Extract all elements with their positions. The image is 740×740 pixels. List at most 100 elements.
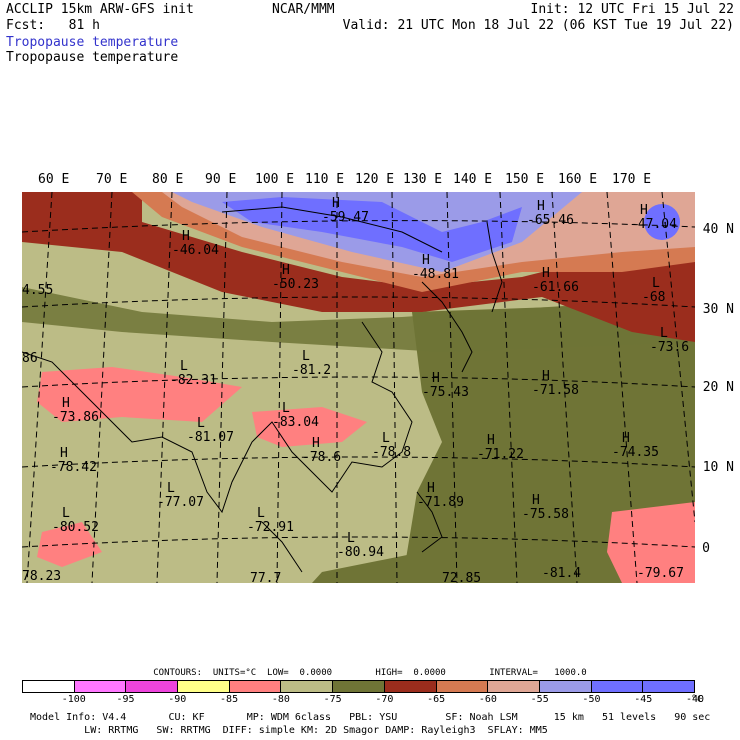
extremum-marker: L (347, 531, 355, 546)
map-label: L -81.2 (292, 350, 331, 378)
extremum-value: -59.47 (322, 210, 369, 225)
lat-label: 20 N (702, 380, 734, 395)
colorbar-swatch (539, 681, 592, 692)
lon-label: 120 E (355, 172, 395, 187)
field-name-contour: Tropopause temperature (6, 50, 179, 65)
extremum-value: -71.58 (532, 383, 579, 398)
colorbar-tick: -65 (427, 694, 446, 705)
colorbar-swatch (643, 681, 694, 692)
extremum-marker: L (180, 359, 188, 374)
extremum-value: -74.35 (612, 445, 659, 460)
extremum-value: -73.6 (650, 340, 690, 355)
colorbar-swatch (178, 681, 230, 692)
map-label: L -72.91 (247, 507, 294, 535)
extremum-value: 86 (22, 351, 38, 366)
map-label: L -83.04 (272, 402, 319, 430)
map-label: 86 (22, 352, 38, 366)
extremum-value: 4.55 (22, 283, 54, 298)
extremum-marker: L (382, 431, 390, 446)
init-time: Init: 12 UTC Fri 15 Jul 22 (530, 2, 735, 17)
colorbar-swatch (384, 681, 437, 692)
extremum-marker: H (542, 369, 550, 384)
extremum-marker: H (312, 436, 320, 451)
map-label: L -73.6 (650, 327, 689, 355)
extremum-value: -68 (642, 290, 666, 305)
lon-label: 80 E (152, 172, 184, 187)
colorbar-tick: -85 (220, 694, 239, 705)
extremum-marker: H (60, 446, 68, 461)
lon-label: 90 E (205, 172, 237, 187)
extremum-marker: H (532, 493, 540, 508)
map-label: L -78.8 (372, 432, 411, 460)
map-label: H -50.23 (272, 264, 319, 292)
valid-time: Valid: 21 UTC Mon 18 Jul 22 (06 KST Tue … (342, 18, 734, 33)
pink-patch-india (37, 367, 242, 422)
extremum-value: -46.04 (172, 243, 219, 258)
colorbar-tick: -45 (634, 694, 653, 705)
map-panel: H -59.47 H -65.46 H -47.04 H -46.04 H -50.23 H -48.… (22, 192, 695, 583)
forecast-hour: Fcst: 81 h (6, 18, 100, 33)
extremum-value: 72.85 (442, 571, 482, 584)
model-title: ACCLIP 15km ARW-GFS init (6, 2, 194, 17)
colorbar-tick: -60 (478, 694, 497, 705)
colorbar-swatch (126, 681, 179, 692)
extremum-marker: L (167, 481, 175, 496)
extremum-marker: L (302, 349, 310, 364)
colorbar-swatch (488, 681, 540, 692)
map-label: L -77.07 (157, 482, 204, 510)
extremum-value: -83.04 (272, 415, 319, 430)
colorbar-swatch (333, 681, 385, 692)
extremum-marker: H (622, 431, 630, 446)
map-label: -79.67 (637, 567, 684, 581)
map-label: H -73.86 (52, 397, 99, 425)
extremum-marker: H (432, 371, 440, 386)
colorbar-tick: -70 (375, 694, 394, 705)
map-label: H -48.81 (412, 254, 459, 282)
lat-label: 30 N (702, 302, 734, 317)
colorbar-swatch (229, 681, 282, 692)
extremum-value: -50.23 (272, 277, 319, 292)
extremum-value: -71.89 (417, 495, 464, 510)
lon-label: 160 E (558, 172, 598, 187)
extremum-value: -65.46 (527, 213, 574, 228)
contours-info: CONTOURS: UNITS=°C LOW= 0.0000 HIGH= 0.0… (153, 668, 587, 678)
colorbar (22, 680, 695, 693)
model-info-line1: Model Info: V4.4 CU: KF MP: WDM 6class P… (30, 712, 711, 723)
lon-label: 110 E (305, 172, 345, 187)
map-label: H -78.6 (302, 437, 341, 465)
extremum-value: -80.52 (52, 520, 99, 535)
extremum-value: -78.6 (302, 450, 342, 465)
extremum-marker: H (487, 433, 495, 448)
colorbar-tick: -50 (582, 694, 601, 705)
map-label: H -71.58 (532, 370, 579, 398)
org-label: NCAR/MMM (272, 2, 335, 17)
map-label: H -78.42 (50, 447, 97, 475)
lon-label: 60 E (38, 172, 70, 187)
extremum-marker: L (652, 276, 660, 291)
model-info-line2: LW: RRTMG SW: RRTMG DIFF: simple KM: 2D … (30, 725, 548, 736)
extremum-value: -81.2 (292, 363, 332, 378)
colorbar-swatch (436, 681, 489, 692)
field-name-colored: Tropopause temperature (6, 35, 179, 50)
lon-label: 170 E (612, 172, 652, 187)
colorbar-tick: -100 (61, 694, 86, 705)
extremum-marker: H (282, 263, 290, 278)
map-label: H -71.89 (417, 482, 464, 510)
extremum-value: -80.94 (337, 545, 384, 560)
extremum-value: -75.43 (422, 385, 469, 400)
extremum-marker: H (332, 196, 340, 211)
graticule (22, 192, 695, 583)
map-label: 77.7 (250, 572, 281, 584)
extremum-marker: H (422, 253, 430, 268)
extremum-value: -71.22 (477, 447, 524, 462)
colorbar-tick: -80 (271, 694, 290, 705)
colorbar-swatch (23, 681, 75, 692)
colorbar-tick: -95 (116, 694, 135, 705)
map-label: L -80.52 (52, 507, 99, 535)
extremum-value: -48.81 (412, 267, 459, 282)
extremum-value: -78.8 (372, 445, 412, 460)
extremum-marker: H (62, 396, 70, 411)
extremum-value: -81.4 (542, 566, 582, 581)
colorbar-tick: -55 (530, 694, 549, 705)
extremum-value: -82.31 (170, 373, 217, 388)
